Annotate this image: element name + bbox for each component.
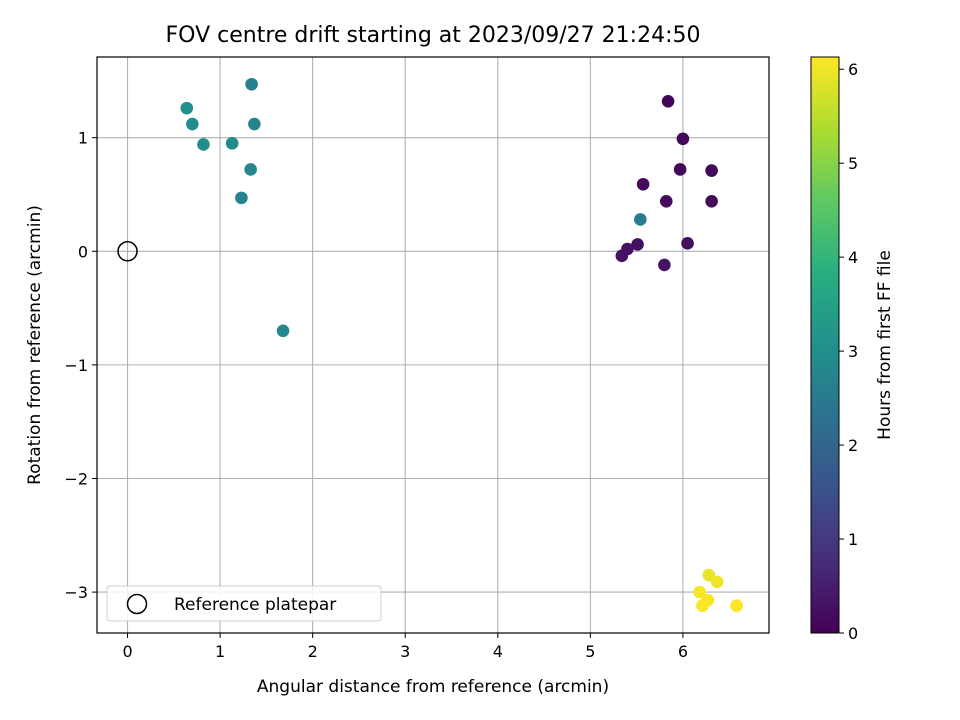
x-tick-label: 5 [585, 642, 595, 661]
data-point [636, 177, 650, 191]
data-point [661, 95, 675, 108]
grid-lines [97, 57, 769, 633]
legend-marker [126, 593, 148, 615]
x-axis-ticks: 0 1 2 3 4 5 6 [122, 633, 688, 661]
colorbar-tick-label: 0 [848, 624, 858, 643]
data-point [705, 164, 718, 177]
plot-frame [96, 56, 770, 634]
colorbar-gradient [811, 57, 839, 633]
data-point [180, 101, 194, 115]
colorbar-ticks: 0 1 2 3 4 5 6 [839, 60, 858, 643]
data-point [245, 77, 258, 91]
data-point [615, 249, 629, 263]
data-point [634, 213, 647, 226]
x-tick-label: 2 [308, 642, 318, 661]
colorbar-tick-label: 1 [848, 530, 858, 549]
y-tick-label: −3 [64, 583, 88, 602]
data-point [696, 599, 709, 613]
colorbar-label: Hours from first FF file [875, 250, 895, 440]
data-point [693, 585, 706, 599]
reference-platepar-marker [117, 241, 138, 262]
data-point [676, 132, 690, 146]
data-point [631, 238, 644, 251]
data-points [117, 77, 743, 613]
data-point [730, 599, 743, 613]
colorbar-frame [810, 56, 840, 634]
data-point [244, 163, 257, 176]
data-point [659, 194, 673, 208]
legend-label: Reference platepar [174, 595, 336, 615]
legend: Reference platepar [106, 585, 382, 622]
data-point [197, 138, 210, 151]
y-tick-label: −1 [64, 356, 88, 375]
data-point [658, 258, 671, 272]
y-axis-ticks: −3 −2 −1 0 1 [64, 129, 97, 602]
x-tick-label: 0 [122, 642, 132, 661]
colorbar-tick-label: 2 [848, 436, 858, 455]
y-tick-label: 0 [78, 242, 88, 261]
x-tick-label: 4 [493, 642, 503, 661]
chart-title: FOV centre drift starting at 2023/09/27 … [166, 23, 701, 48]
data-point [681, 237, 694, 250]
colorbar-tick-label: 5 [848, 154, 858, 173]
x-tick-label: 6 [678, 642, 688, 661]
data-point [225, 137, 239, 150]
x-tick-label: 3 [400, 642, 410, 661]
data-point [702, 568, 716, 582]
data-point [705, 194, 718, 208]
data-point [186, 117, 199, 131]
y-tick-label: −2 [64, 469, 88, 488]
colorbar-tick-label: 4 [848, 248, 858, 267]
data-point [673, 163, 687, 176]
colorbar-tick-label: 3 [848, 342, 858, 361]
x-axis-label: Angular distance from reference (arcmin) [257, 677, 609, 697]
data-point [710, 575, 724, 589]
data-point [235, 191, 248, 205]
y-tick-label: 1 [78, 129, 88, 148]
y-axis-label: Rotation from reference (arcmin) [25, 205, 45, 485]
colorbar: 0 1 2 3 4 5 6 Hours from first FF file [810, 56, 895, 643]
colorbar-tick-label: 6 [848, 60, 858, 79]
data-point [276, 324, 290, 338]
x-tick-label: 1 [215, 642, 225, 661]
legend-box [106, 585, 382, 622]
data-point [248, 117, 261, 131]
